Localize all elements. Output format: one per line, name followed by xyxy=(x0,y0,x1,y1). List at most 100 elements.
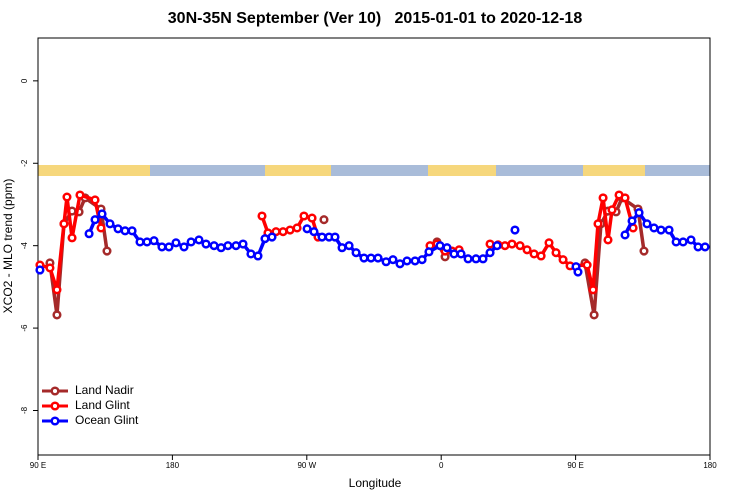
land-band xyxy=(265,165,331,176)
y-tick-label: -4 xyxy=(20,242,29,250)
data-point xyxy=(588,285,598,295)
data-point xyxy=(485,239,495,249)
data-point xyxy=(246,249,256,259)
data-point xyxy=(671,237,681,247)
data-point xyxy=(522,245,532,255)
legend-marker xyxy=(50,416,60,426)
data-point xyxy=(309,227,319,237)
data-point xyxy=(344,241,354,251)
y-axis-label: XCO2 - MLO trend (ppm) xyxy=(1,179,15,314)
data-point xyxy=(223,241,233,251)
data-point xyxy=(45,263,55,273)
data-point xyxy=(449,249,459,259)
chart-title: 30N-35N September (Ver 10) 2015-01-01 to… xyxy=(168,10,583,27)
data-point xyxy=(35,265,45,275)
data-point xyxy=(381,257,391,267)
legend-marker xyxy=(50,386,60,396)
data-point xyxy=(529,249,539,259)
data-point xyxy=(402,256,412,266)
data-point xyxy=(510,225,520,235)
data-point xyxy=(603,235,613,245)
data-point xyxy=(149,236,159,246)
data-point xyxy=(96,223,106,233)
data-point xyxy=(642,219,652,229)
data-point xyxy=(656,225,666,235)
legend-label: Land Glint xyxy=(75,398,130,412)
data-point xyxy=(216,243,226,253)
data-point xyxy=(253,251,263,261)
y-tick-label: -6 xyxy=(20,324,29,332)
data-point xyxy=(330,232,340,242)
data-point xyxy=(231,241,241,251)
x-tick-label: 90 W xyxy=(297,461,316,470)
land-band xyxy=(38,165,150,176)
x-tick-label: 90 E xyxy=(30,461,46,470)
data-point xyxy=(373,253,383,263)
data-point xyxy=(664,225,674,235)
data-point xyxy=(52,310,62,320)
data-point xyxy=(573,267,583,277)
legend-marker xyxy=(50,401,60,411)
data-point xyxy=(442,243,452,253)
data-point xyxy=(366,253,376,263)
data-point xyxy=(278,227,288,237)
data-point xyxy=(84,229,94,239)
data-point xyxy=(113,224,123,234)
data-point xyxy=(478,254,488,264)
data-point xyxy=(62,192,72,202)
data-point xyxy=(620,193,630,203)
x-tick-label: 180 xyxy=(703,461,717,470)
data-point xyxy=(686,235,696,245)
data-point xyxy=(351,248,361,258)
land-band xyxy=(428,165,496,176)
data-point xyxy=(171,238,181,248)
data-point xyxy=(388,255,398,265)
data-point xyxy=(201,239,211,249)
data-point xyxy=(589,310,599,320)
data-point xyxy=(337,243,347,253)
data-point xyxy=(463,254,473,264)
data-point xyxy=(209,241,219,251)
data-point xyxy=(544,238,554,248)
data-point xyxy=(471,254,481,264)
data-point xyxy=(693,242,703,252)
data-point xyxy=(59,219,69,229)
data-point xyxy=(267,232,277,242)
data-point xyxy=(620,230,630,240)
land-band xyxy=(583,165,645,176)
data-point xyxy=(536,251,546,261)
data-point xyxy=(307,213,317,223)
data-point xyxy=(299,211,309,221)
y-tick-label: -2 xyxy=(20,159,29,167)
data-point xyxy=(639,246,649,256)
data-point xyxy=(435,241,445,251)
x-tick-label: 180 xyxy=(166,461,180,470)
data-point xyxy=(598,193,608,203)
data-point xyxy=(127,226,137,236)
data-point xyxy=(551,248,561,258)
data-point xyxy=(582,260,592,270)
data-point xyxy=(179,242,189,252)
x-tick-label: 0 xyxy=(439,461,444,470)
data-point xyxy=(359,253,369,263)
data-point xyxy=(485,248,495,258)
data-point xyxy=(194,235,204,245)
data-point xyxy=(593,219,603,229)
data-point xyxy=(507,239,517,249)
plot-frame xyxy=(37,37,711,456)
data-point xyxy=(97,209,107,219)
data-point xyxy=(700,242,710,252)
data-point xyxy=(285,225,295,235)
land-ocean-strip xyxy=(38,165,710,176)
ocean-band xyxy=(38,165,710,176)
data-point xyxy=(142,237,152,247)
data-point xyxy=(102,246,112,256)
data-point xyxy=(120,226,130,236)
data-point xyxy=(90,215,100,225)
data-point xyxy=(292,223,302,233)
data-point xyxy=(90,195,100,205)
data-point xyxy=(417,255,427,265)
data-point xyxy=(627,216,637,226)
x-tick-label: 90 E xyxy=(567,461,583,470)
